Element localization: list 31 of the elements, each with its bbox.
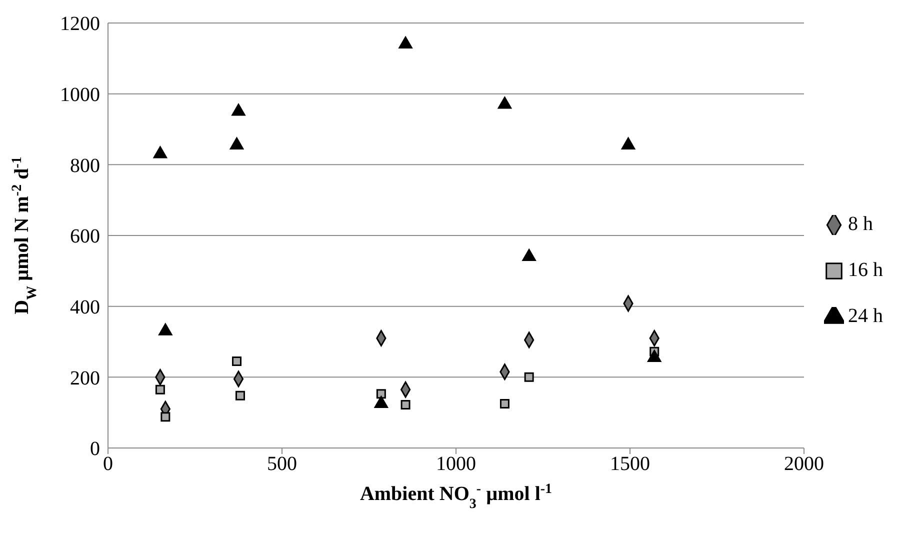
point	[500, 398, 510, 408]
point	[621, 137, 636, 150]
y-tick-label: 1200	[60, 13, 100, 36]
y-tick-label: 1000	[60, 84, 100, 106]
x-axis-title: Ambient NO$_{3}$$^{-}$ µmol l$^{-1}$	[360, 482, 552, 512]
point	[400, 400, 410, 410]
y-tick-label: 200	[70, 367, 100, 390]
y-tick-label: 800	[70, 154, 100, 177]
point	[232, 104, 246, 116]
x-tick-label: 500	[267, 453, 297, 476]
point	[376, 389, 386, 399]
point	[155, 384, 165, 394]
y-tick-label: 400	[70, 296, 100, 318]
point	[524, 372, 534, 382]
point	[232, 356, 242, 366]
x-tick-label: 1500	[610, 453, 650, 476]
point	[230, 137, 244, 150]
point	[153, 146, 168, 158]
y-tick-label: 0	[90, 438, 100, 460]
legend-label: 16 h	[848, 259, 883, 282]
x-tick-label: 2000	[784, 453, 824, 476]
point	[522, 248, 536, 262]
x-tick-label: 1000	[436, 453, 476, 476]
y-tick-label: 600	[70, 226, 100, 248]
point	[160, 412, 170, 422]
legend-label: 24 h	[848, 305, 883, 328]
point	[235, 390, 245, 400]
point	[398, 36, 412, 49]
point	[158, 323, 172, 336]
legend-label: 8 h	[848, 213, 873, 236]
point	[498, 96, 512, 109]
